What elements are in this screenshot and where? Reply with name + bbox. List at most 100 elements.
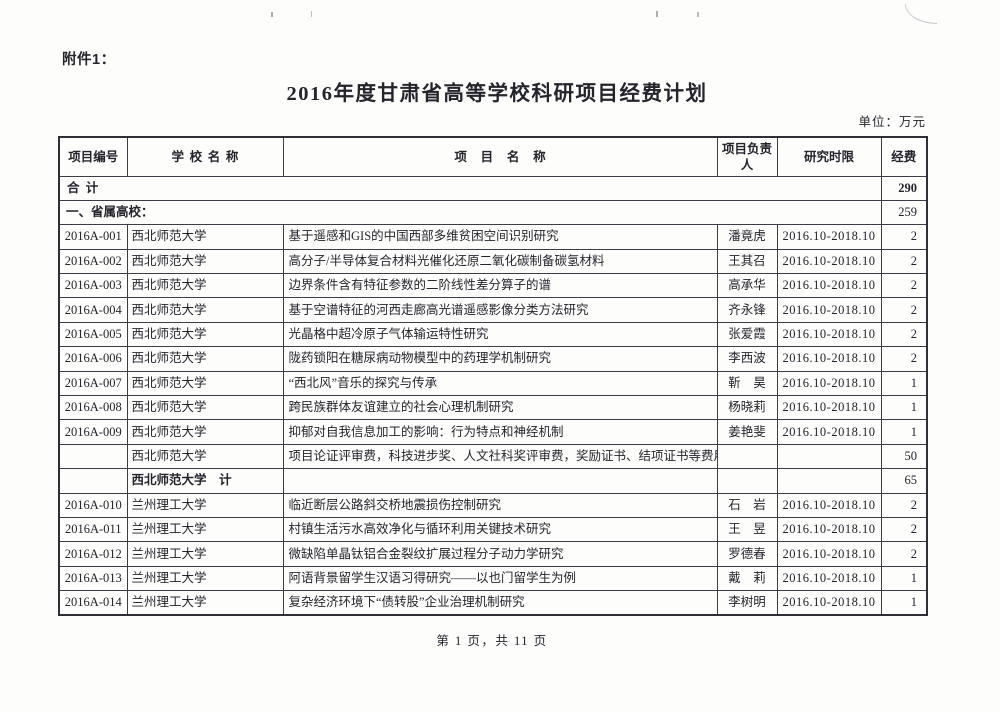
period-cell: 2016.10-2018.10 xyxy=(776,419,882,445)
fund-cell: 2 xyxy=(880,297,928,323)
project-code-cell: 2016A-009 xyxy=(58,419,128,445)
school-cell: 西北师范大学 xyxy=(126,248,284,275)
fund-cell: 1 xyxy=(880,590,928,616)
fund-cell: 2 xyxy=(880,346,928,372)
fund-cell: 2 xyxy=(880,516,928,543)
scan-speck xyxy=(656,11,658,17)
table-row: 2016A-009 西北师范大学 抑郁对自我信息加工的影响：行为特点和神经机制 … xyxy=(58,419,928,445)
fund-cell: 2 xyxy=(880,321,928,348)
table-row: 2016A-012 兰州理工大学 微缺陷单晶钛铝合金裂纹扩展过程分子动力学研究 … xyxy=(58,541,928,567)
leader-cell: 戴 莉 xyxy=(716,565,778,592)
grand-total-label: 合计 xyxy=(58,175,882,201)
leader-cell: 李树明 xyxy=(716,590,778,616)
project-title-cell: 项目论证评审费，科技进步奖、人文社科奖评审费，奖励证书、结项证书等费用 xyxy=(282,443,718,470)
attachment-label: 附件1： xyxy=(62,52,116,68)
header-fund: 经费 xyxy=(880,136,928,177)
leader-cell: 齐永锋 xyxy=(716,297,778,323)
project-title-cell: 陇药锁阳在糖尿病动物模型中的药理学机制研究 xyxy=(282,346,718,372)
scan-speck xyxy=(697,12,699,17)
grand-total-row: 合计 290 xyxy=(58,175,928,201)
project-code-cell: 2016A-003 xyxy=(58,273,128,299)
period-cell: 2016.10-2018.10 xyxy=(776,248,882,275)
project-title-cell: 高分子/半导体复合材料光催化还原二氧化碳制备碳氢材料 xyxy=(282,248,718,275)
school-cell: 西北师范大学 xyxy=(126,419,284,445)
school-cell: 西北师范大学 xyxy=(126,297,284,323)
fund-cell: 2 xyxy=(880,541,928,567)
project-title-cell: 阿语背景留学生汉语习得研究——以也门留学生为例 xyxy=(282,565,718,592)
fund-cell: 65 xyxy=(880,468,928,494)
table-row: 2016A-002 西北师范大学 高分子/半导体复合材料光催化还原二氧化碳制备碳… xyxy=(58,248,928,275)
section-label: 一、省属高校： xyxy=(58,199,882,226)
project-code-cell: 2016A-013 xyxy=(58,565,128,592)
project-title-cell: 复杂经济环境下“债转股”企业治理机制研究 xyxy=(282,590,718,616)
table-row: 2016A-013 兰州理工大学 阿语背景留学生汉语习得研究——以也门留学生为例… xyxy=(58,565,928,592)
leader-cell: 王 昱 xyxy=(716,516,778,543)
period-cell: 2016.10-2018.10 xyxy=(776,541,882,567)
table-row: 2016A-008 西北师范大学 跨民族群体友谊建立的社会心理机制研究 杨晓莉 … xyxy=(58,395,928,421)
school-subtotal-row: 西北师范大学 计 65 xyxy=(58,468,928,494)
period-cell: 2016.10-2018.10 xyxy=(776,321,882,348)
school-cell: 兰州理工大学 xyxy=(126,516,284,543)
funding-plan-table: 项目编号 学校名称 项目名称 项目负责人 研究时限 经费 合计 290 一、省属… xyxy=(58,136,928,617)
leader-cell: 李西波 xyxy=(716,346,778,372)
project-code-cell: 2016A-006 xyxy=(58,346,128,372)
fund-cell: 50 xyxy=(880,443,928,470)
school-cell: 西北师范大学 xyxy=(126,224,284,250)
school-cell: 兰州理工大学 xyxy=(126,590,284,616)
scan-curve-artifact xyxy=(905,4,937,24)
header-school-name: 学校名称 xyxy=(126,136,284,177)
scan-speck xyxy=(271,12,273,17)
project-code-cell: 2016A-012 xyxy=(58,541,128,567)
header-research-period: 研究时限 xyxy=(776,136,882,177)
section-row: 一、省属高校： 259 xyxy=(58,199,928,226)
leader-cell xyxy=(716,468,778,494)
table-row: 2016A-006 西北师范大学 陇药锁阳在糖尿病动物模型中的药理学机制研究 李… xyxy=(58,346,928,372)
project-title-cell xyxy=(282,468,718,494)
table-row: 2016A-007 西北师范大学 “西北风”音乐的探究与传承 靳 昊 2016.… xyxy=(58,370,928,397)
period-cell: 2016.10-2018.10 xyxy=(776,297,882,323)
school-cell: 兰州理工大学 xyxy=(126,492,284,518)
fund-cell: 259 xyxy=(880,199,928,226)
period-cell xyxy=(776,443,882,470)
school-cell: 兰州理工大学 xyxy=(126,565,284,592)
fund-cell: 2 xyxy=(880,273,928,299)
leader-cell: 罗德春 xyxy=(716,541,778,567)
fund-cell: 290 xyxy=(880,175,928,201)
leader-cell: 潘竟虎 xyxy=(716,224,778,250)
fund-cell: 1 xyxy=(880,395,928,421)
project-code-cell: 2016A-004 xyxy=(58,297,128,323)
period-cell: 2016.10-2018.10 xyxy=(776,273,882,299)
project-title-cell: “西北风”音乐的探究与传承 xyxy=(282,370,718,397)
project-code-cell xyxy=(58,468,128,494)
school-cell: 西北师范大学 xyxy=(126,370,284,397)
leader-cell: 姜艳斐 xyxy=(716,419,778,445)
leader-cell: 张爱霞 xyxy=(716,321,778,348)
period-cell: 2016.10-2018.10 xyxy=(776,516,882,543)
school-cell: 兰州理工大学 xyxy=(126,541,284,567)
period-cell xyxy=(776,468,882,494)
school-cell: 西北师范大学 xyxy=(126,395,284,421)
project-title-cell: 抑郁对自我信息加工的影响：行为特点和神经机制 xyxy=(282,419,718,445)
project-code-cell: 2016A-005 xyxy=(58,321,128,348)
project-title-cell: 村镇生活污水高效净化与循环利用关键技术研究 xyxy=(282,516,718,543)
school-cell: 西北师范大学 xyxy=(126,346,284,372)
period-cell: 2016.10-2018.10 xyxy=(776,346,882,372)
school-cell: 西北师范大学 xyxy=(126,443,284,470)
header-project-name: 项目名称 xyxy=(282,136,718,177)
unit-note: 单位：万元 xyxy=(858,115,926,129)
project-title-cell: 基于空谱特征的河西走廊高光谱遥感影像分类方法研究 xyxy=(282,297,718,323)
fund-cell: 2 xyxy=(880,248,928,275)
table-row: 2016A-004 西北师范大学 基于空谱特征的河西走廊高光谱遥感影像分类方法研… xyxy=(58,297,928,323)
table-row: 2016A-011 兰州理工大学 村镇生活污水高效净化与循环利用关键技术研究 王… xyxy=(58,516,928,543)
table-row: 2016A-001 西北师范大学 基于遥感和GIS的中国西部多维贫困空间识别研究… xyxy=(58,224,928,250)
table-row: 2016A-005 西北师范大学 光晶格中超冷原子气体输运特性研究 张爱霞 20… xyxy=(58,321,928,348)
period-cell: 2016.10-2018.10 xyxy=(776,395,882,421)
project-code-cell: 2016A-011 xyxy=(58,516,128,543)
header-project-code: 项目编号 xyxy=(58,136,128,177)
period-cell: 2016.10-2018.10 xyxy=(776,370,882,397)
project-code-cell: 2016A-002 xyxy=(58,248,128,275)
period-cell: 2016.10-2018.10 xyxy=(776,492,882,518)
fund-cell: 2 xyxy=(880,224,928,250)
leader-cell: 靳 昊 xyxy=(716,370,778,397)
project-title-cell: 临近断层公路斜交桥地震损伤控制研究 xyxy=(282,492,718,518)
